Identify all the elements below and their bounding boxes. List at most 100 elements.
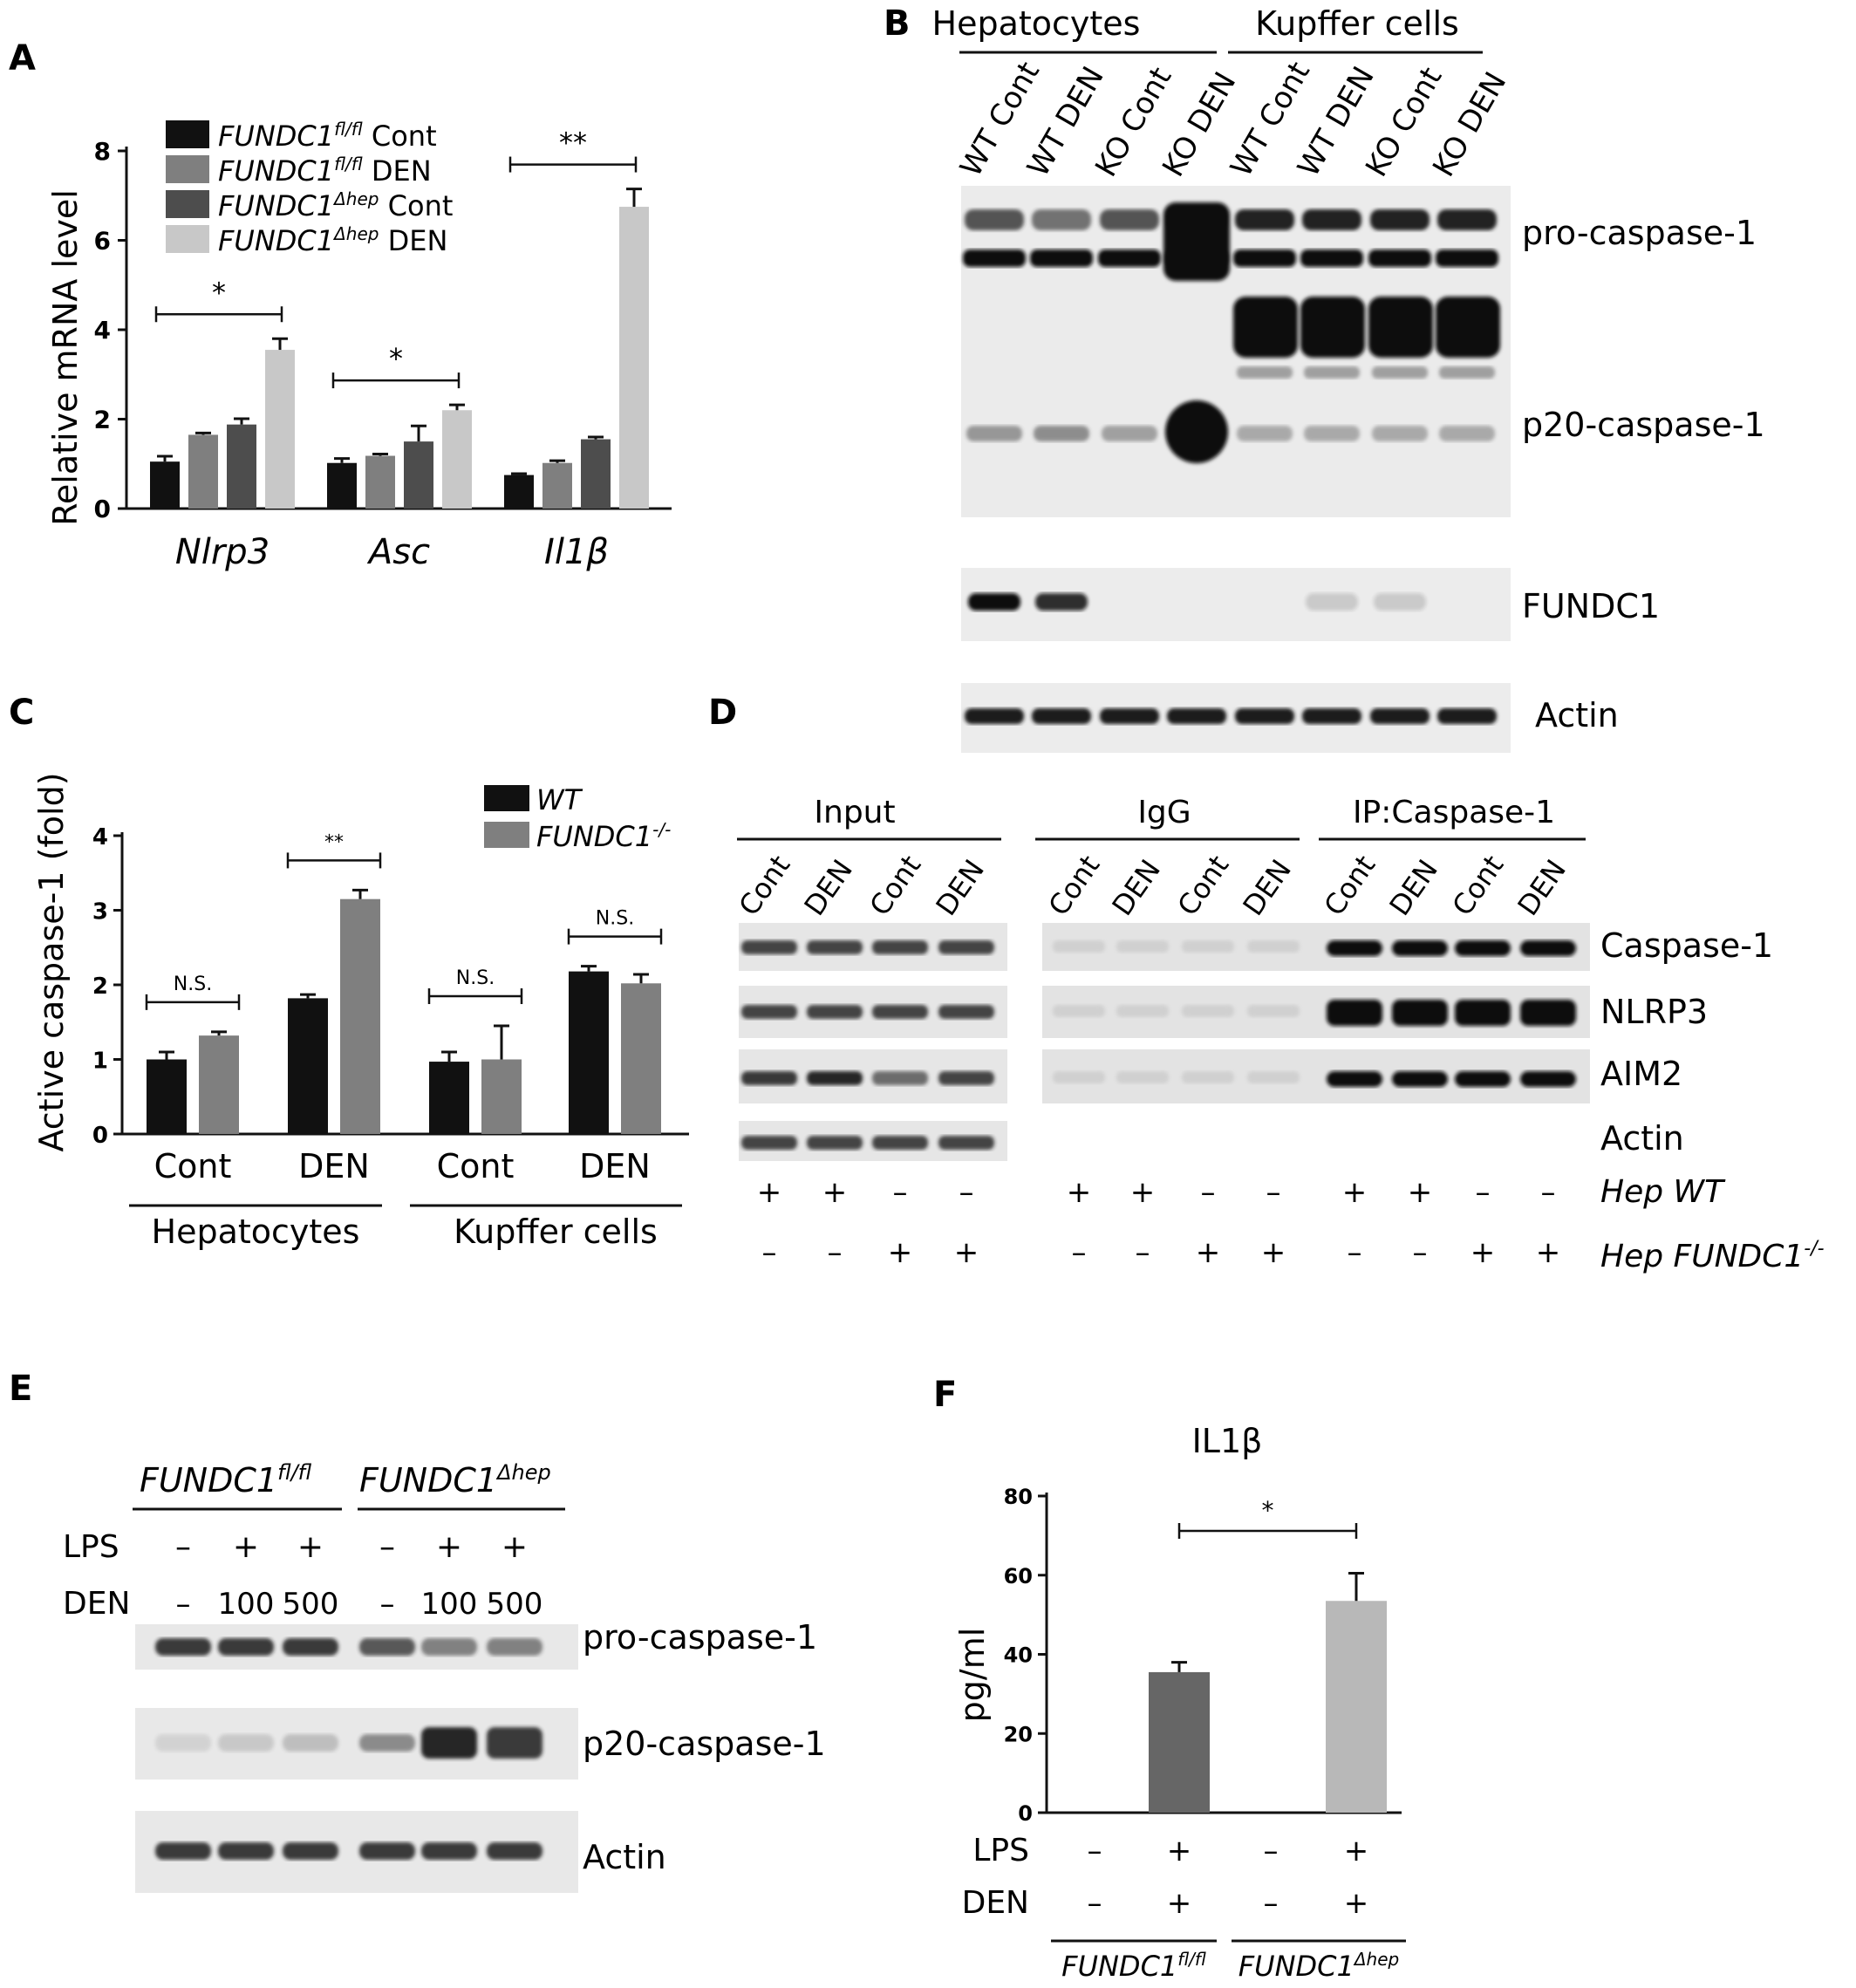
d-ip-band <box>1392 1071 1448 1087</box>
e-den-value: 500 <box>487 1587 543 1622</box>
a-legend-swatch <box>166 190 209 218</box>
f-ytick-label: 20 <box>1004 1722 1033 1746</box>
d-igg-band <box>1247 1071 1300 1083</box>
e-lps-label: LPS <box>63 1529 119 1565</box>
a-legend-label-base: FUNDC1 <box>218 189 334 222</box>
b-band-pro-lower <box>1030 249 1093 267</box>
c-bar <box>481 1059 522 1134</box>
c-category-label: Cont <box>154 1147 232 1185</box>
d-igg-band <box>1053 1005 1105 1017</box>
a-bar <box>504 475 534 509</box>
a-bar <box>188 434 218 509</box>
f-group2-label: FUNDC1Δhep <box>1238 1949 1399 1983</box>
f-bar <box>1326 1601 1387 1813</box>
panel-c-xlabels: Cont DEN Cont DEN Hepatocytes Kupffer cells <box>129 1147 682 1251</box>
d-input-band <box>938 1005 994 1019</box>
a-legend-label-sup: Δhep <box>332 188 379 209</box>
c-legend-swatch <box>484 785 529 811</box>
d-lane-label: DEN <box>1511 853 1573 921</box>
panel-b-band-pro-caspase: pro-caspase-1 <box>1522 214 1757 252</box>
c-category-label: Cont <box>437 1147 515 1185</box>
b-band-pro-lower <box>1233 249 1296 267</box>
a-significance-label: ** <box>559 126 587 160</box>
d-lane-label: DEN <box>1382 853 1444 921</box>
panel-b-caspase-bands <box>963 202 1500 463</box>
b-band-p20-strong <box>1165 400 1228 463</box>
d-ip-band <box>1455 1000 1511 1026</box>
d-ip-band <box>1455 1071 1511 1087</box>
d-row2-sign: + <box>954 1235 979 1270</box>
e-band <box>283 1638 338 1656</box>
d-ip-band <box>1327 1000 1382 1026</box>
d-input-band <box>872 1071 928 1085</box>
d-igg-band <box>1116 1071 1169 1083</box>
d-row2-sign: – <box>1072 1235 1087 1270</box>
f-den-sign: – <box>1264 1886 1279 1921</box>
d-lane-label: DEN <box>1105 853 1167 921</box>
panel-c-bars: N.S. ** N.S. N.S. <box>145 831 663 1134</box>
d-input-band <box>872 940 928 954</box>
b-band-actin <box>1302 708 1361 724</box>
b-band-pro <box>1370 209 1430 230</box>
b-band-pro-lower <box>1098 249 1161 267</box>
panel-b-band-fundc1: FUNDC1 <box>1522 587 1660 625</box>
panel-f: F IL1β pg/ml 0 20 40 60 80 * – – + + – – + + LPS DEN F… <box>933 1375 1406 1983</box>
b-band-pro <box>1032 209 1091 230</box>
c-category-label: DEN <box>579 1147 651 1185</box>
d-row1-sign: – <box>1201 1175 1216 1210</box>
d-ip-band <box>1520 1071 1576 1087</box>
panel-b-band-p20-caspase: p20-caspase-1 <box>1522 406 1765 444</box>
a-ytick-label: 0 <box>94 495 111 523</box>
d-row1-sign: – <box>1541 1175 1556 1210</box>
b-band-intermediate <box>1300 297 1365 358</box>
d-band-label: Actin <box>1600 1119 1684 1158</box>
d-group-label: Input <box>814 795 895 830</box>
c-significance-label: ** <box>324 831 344 853</box>
c-legend-label-base: FUNDC1 <box>536 820 652 853</box>
panel-e-label: E <box>9 1369 32 1409</box>
a-legend-label: FUNDC1Δhep DEN <box>218 223 447 257</box>
d-input-band <box>938 1136 994 1150</box>
panel-c-label: C <box>9 693 34 733</box>
d-lane-label: DEN <box>929 853 991 921</box>
f-group2-label-base: FUNDC1 <box>1238 1950 1354 1983</box>
panel-d: D Input Cont + – DEN + – Cont – + DEN – + IgG Cont + – DE… <box>708 693 1825 1274</box>
e-band <box>155 1734 211 1752</box>
panel-e-content: FUNDC1fl/fl FUNDC1ΔhepLPSDEN––+100+500––+… <box>63 1460 826 1893</box>
b-band-fundc1 <box>1035 593 1088 611</box>
e-band <box>421 1842 477 1860</box>
d-row2-sign: + <box>1196 1235 1221 1270</box>
d-row1-sign: + <box>1342 1175 1368 1210</box>
e-band <box>218 1734 274 1752</box>
d-group-label: IP:Caspase-1 <box>1353 795 1555 830</box>
c-legend-label-sup: -/- <box>652 819 671 840</box>
b-band-pro-lower <box>1300 249 1363 267</box>
e-band <box>283 1842 338 1860</box>
a-legend-label-rest: DEN <box>379 224 447 257</box>
d-row1-sign: – <box>959 1175 974 1210</box>
panel-a-ylabel: Relative mRNA level <box>46 189 85 526</box>
a-legend-swatch <box>166 225 209 253</box>
panel-b-fundc1-bands <box>968 593 1426 611</box>
a-legend-label-rest: Cont <box>379 189 453 222</box>
panel-d-label: D <box>708 693 737 733</box>
f-ytick-label: 80 <box>1004 1485 1033 1509</box>
d-ip-band <box>1520 940 1576 956</box>
b-band-smear <box>1304 366 1360 379</box>
b-band-p20 <box>1372 426 1428 441</box>
d-ip-band <box>1392 940 1448 956</box>
b-band-pro-lower <box>1368 249 1431 267</box>
panel-a-bars: **** <box>150 126 649 509</box>
b-band-p20 <box>1102 426 1157 441</box>
c-significance-label: N.S. <box>596 908 634 930</box>
panel-b-group-kupffer: Kupffer cells <box>1255 4 1459 43</box>
e-group2-label-sup: Δhep <box>495 1460 551 1485</box>
d-row1-sign: + <box>822 1175 848 1210</box>
e-band <box>155 1842 211 1860</box>
d-row1-sign: + <box>1408 1175 1433 1210</box>
a-legend-label-sup: fl/fl <box>334 119 363 140</box>
b-band-actin <box>1100 708 1159 724</box>
